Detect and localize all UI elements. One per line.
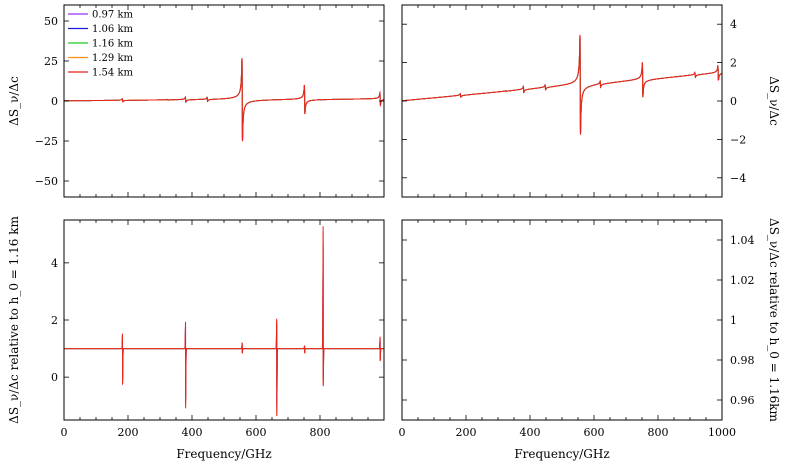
- plot-frame: [401, 219, 723, 421]
- y-tick-label: −25: [35, 135, 58, 148]
- y-tick-label: 1: [730, 314, 737, 327]
- plot-area: [64, 226, 384, 417]
- panel-top-right: −4 −2 0 2 4 ΔS_ν/Δc: [401, 4, 781, 198]
- y-tick-label: 1.04: [730, 234, 755, 247]
- y-tick-label: 25: [44, 55, 58, 68]
- plot-area: [402, 34, 722, 135]
- x-tick-label: 800: [310, 426, 331, 439]
- y-axis-label: ΔS_ν/Δc: [7, 76, 21, 126]
- series-line-4: [64, 226, 384, 417]
- y-axis-label: ΔS_ν/Δc relative to h_0 = 1.16 km: [7, 216, 21, 424]
- x-axis-label: Frequency/GHz: [514, 447, 609, 461]
- series-line-4: [402, 34, 722, 135]
- x-tick-label: 200: [118, 426, 139, 439]
- plot-frame: [401, 4, 723, 198]
- x-tick-label: 400: [182, 426, 203, 439]
- series-line-1: [64, 242, 384, 407]
- panel-top-left: −50 −25 0 25 50 ΔS_ν/Δc: [7, 4, 385, 198]
- legend-label: 0.97 km: [92, 10, 134, 21]
- legend-label: 1.16 km: [92, 39, 134, 50]
- plot-frame: [63, 219, 385, 421]
- plot-area: [64, 57, 384, 142]
- panel-bottom-right: 0.96 0.98 1 1.02 1.04 0 200 400 600 800 1000 Freque…: [399, 218, 782, 461]
- y-tick-label: 1.02: [730, 274, 755, 287]
- panel-bottom-left: 0 2 4 0 200 400 600 800 Frequency/GHz ΔS_ν/Δc rel…: [7, 216, 385, 461]
- y-tick-label: 0: [730, 95, 737, 108]
- x-tick-label: 600: [246, 426, 267, 439]
- y-tick-label: 0: [51, 371, 58, 384]
- x-tick-label: 800: [648, 426, 669, 439]
- x-tick-label: 0: [399, 426, 406, 439]
- x-tick-label: 200: [456, 426, 477, 439]
- x-tick-label: 1000: [708, 426, 736, 439]
- legend-label: 1.54 km: [92, 68, 134, 79]
- y-tick-label: −4: [730, 172, 746, 185]
- series-line-4: [64, 57, 384, 142]
- y-tick-label: −2: [730, 133, 746, 146]
- legend-label: 1.29 km: [92, 53, 134, 64]
- y-tick-label: −50: [35, 175, 58, 188]
- x-tick-label: 0: [61, 426, 68, 439]
- y-tick-label: 2: [51, 314, 58, 327]
- series-line-0: [64, 248, 384, 404]
- y-tick-label: 4: [51, 257, 58, 270]
- legend: 0.97 km 1.06 km 1.16 km 1.29 km 1.54 km: [68, 10, 134, 79]
- y-tick-label: 2: [730, 57, 737, 70]
- y-tick-label: 50: [44, 15, 58, 28]
- x-tick-label: 400: [520, 426, 541, 439]
- x-tick-label: 600: [584, 426, 605, 439]
- y-tick-label: 0: [51, 95, 58, 108]
- x-axis-label: Frequency/GHz: [176, 447, 271, 461]
- series-line-3: [64, 231, 384, 414]
- legend-label: 1.06 km: [92, 24, 134, 35]
- y-tick-label: 4: [730, 18, 737, 31]
- y-tick-label: 0.96: [730, 394, 755, 407]
- y-tick-label: 0.98: [730, 354, 755, 367]
- y-axis-label: ΔS_ν/Δc: [767, 76, 781, 126]
- y-axis-label: ΔS_ν/Δc relative to h_0 = 1.16km: [767, 218, 781, 423]
